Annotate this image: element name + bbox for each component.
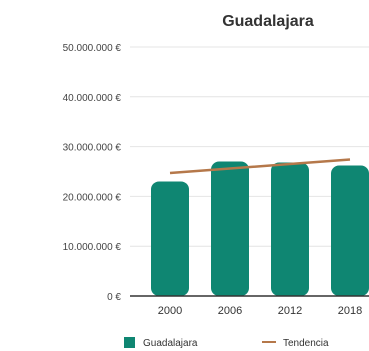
bar — [211, 161, 249, 296]
y-axis-ticks: 0 € 10.000.000 € 20.000.000 € 30.000.000 € 4… — [63, 43, 122, 303]
x-axis-ticks: 2000 2006 2012 2018 — [158, 305, 362, 317]
bar — [271, 162, 309, 296]
trend-line — [169, 158, 351, 175]
y-tick-label: 30.000.000 € — [63, 143, 122, 154]
legend-swatch-guadalajara — [124, 337, 135, 348]
x-tick-label: 2000 — [158, 305, 182, 317]
bar — [151, 181, 189, 296]
chart-title: Guadalajara — [222, 13, 314, 30]
y-tick-label: 50.000.000 € — [63, 43, 122, 54]
y-tick-label: 40.000.000 € — [63, 93, 122, 104]
y-tick-label: 10.000.000 € — [63, 242, 122, 253]
x-tick-label: 2006 — [218, 305, 242, 317]
y-tick-label: 20.000.000 € — [63, 192, 122, 203]
bar — [331, 165, 369, 296]
legend-label-guadalajara: Guadalajara — [143, 338, 198, 349]
trend-line-group — [169, 158, 351, 175]
legend: Guadalajara Tendencia — [124, 337, 329, 349]
bar-series — [151, 161, 369, 296]
x-tick-label: 2012 — [278, 305, 302, 317]
x-tick-label: 2018 — [338, 305, 362, 317]
y-tick-label: 0 € — [107, 292, 121, 303]
legend-label-tendencia: Tendencia — [283, 338, 329, 349]
